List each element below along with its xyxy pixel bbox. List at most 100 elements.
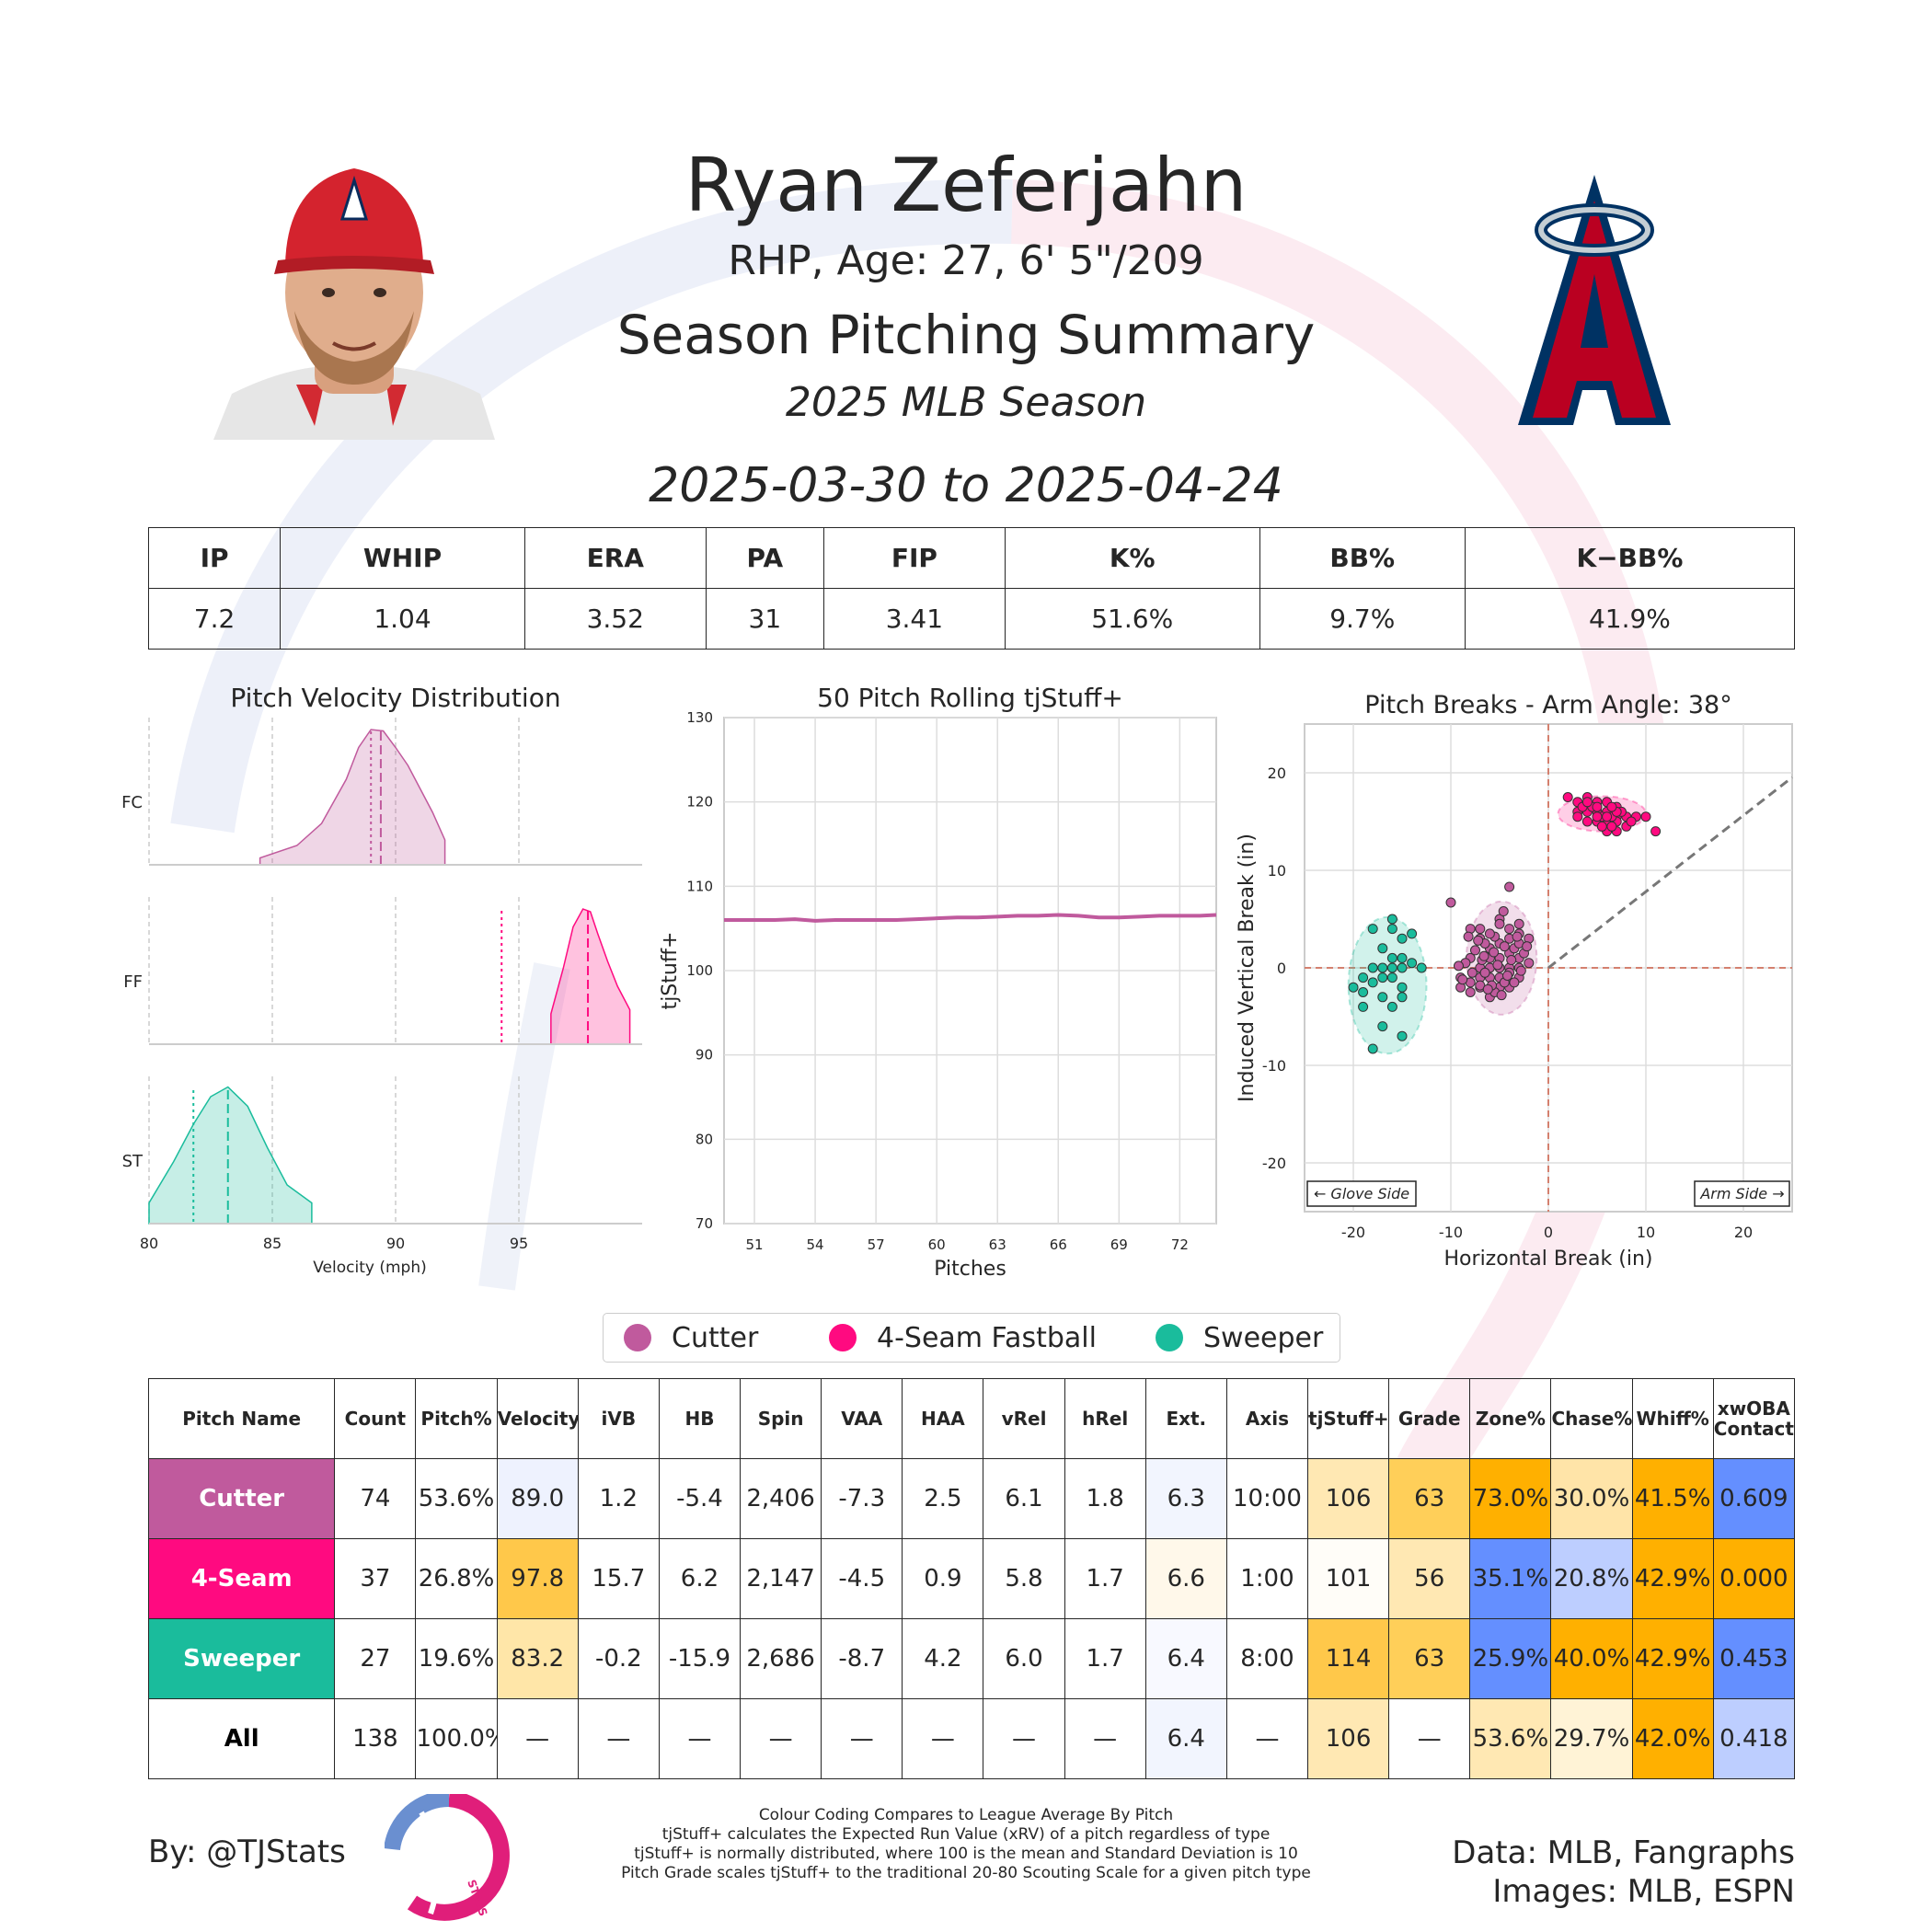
pitch-point xyxy=(1377,962,1388,973)
table-cell: -8.7 xyxy=(821,1618,903,1699)
table-row: Cutter 74 53.6% 89.0 1.2 -5.4 2,406 -7.3 2.5 6.1 1… xyxy=(147,1458,1796,1539)
y-tick-label: -10 xyxy=(1262,1057,1286,1075)
table-cell: 2,686 xyxy=(740,1618,822,1699)
table-cell: 41.5% xyxy=(1631,1458,1714,1539)
table-cell: 100.0% xyxy=(415,1698,498,1779)
chart-title: Pitch Velocity Distribution xyxy=(230,683,560,713)
pitch-point xyxy=(1640,811,1651,822)
tjstats-logo-icon: STATS xyxy=(385,1794,510,1921)
stat-value: 51.6% xyxy=(1004,588,1260,650)
legend-marker xyxy=(829,1324,857,1351)
table-cell: 19.6% xyxy=(415,1618,498,1699)
x-axis-label: Horizontal Break (in) xyxy=(1444,1248,1653,1271)
pitch-point xyxy=(1512,931,1523,942)
footer-note: tjStuff+ calculates the Expected Run Val… xyxy=(661,1825,1271,1844)
annotation-box xyxy=(1306,1180,1417,1207)
pitch-point xyxy=(1482,983,1493,995)
table-cell: — xyxy=(577,1698,660,1779)
column-header: Axis xyxy=(1225,1378,1309,1459)
x-tick-label: 95 xyxy=(510,1235,528,1252)
table-cell: -15.9 xyxy=(658,1618,742,1699)
legend-label: Sweeper xyxy=(1203,1321,1324,1354)
table-cell: — xyxy=(496,1698,579,1779)
table-cell: 25.9% xyxy=(1469,1618,1552,1699)
table-cell: 1.2 xyxy=(577,1458,660,1539)
x-tick-label: 85 xyxy=(263,1235,282,1252)
stat-header: WHIP xyxy=(280,527,525,589)
x-tick-label: 63 xyxy=(989,1236,1006,1253)
ellipse xyxy=(1347,915,1428,1055)
column-header: Count xyxy=(334,1378,417,1459)
annotation-box xyxy=(1694,1180,1790,1207)
series-label: FC xyxy=(121,793,143,812)
pitch-point xyxy=(1407,958,1418,969)
pitch-point xyxy=(1650,826,1662,837)
pitch-point xyxy=(1522,941,1533,952)
footer-note: tjStuff+ is normally distributed, where … xyxy=(634,1845,1298,1863)
y-tick-label: 80 xyxy=(696,1131,713,1147)
pitch-point xyxy=(1524,958,1535,969)
table-cell: 63 xyxy=(1388,1618,1471,1699)
column-header: tjStuff+ xyxy=(1307,1378,1390,1459)
x-tick-label: 80 xyxy=(140,1235,158,1252)
table-cell: -4.5 xyxy=(821,1538,903,1619)
table-cell: 4.2 xyxy=(902,1618,984,1699)
pitch-point xyxy=(1562,792,1573,802)
column-header: Pitch% xyxy=(415,1378,498,1459)
x-tick-label: 90 xyxy=(386,1235,405,1252)
table-cell: 0.418 xyxy=(1712,1698,1796,1779)
byline: By: @TJStats xyxy=(148,1834,346,1870)
y-tick-label: 10 xyxy=(1268,862,1286,880)
pitch-point xyxy=(1592,811,1603,822)
table-cell: 138 xyxy=(334,1698,417,1779)
pitch-point xyxy=(1475,924,1486,935)
y-tick-label: 90 xyxy=(696,1047,713,1064)
table-cell: 63 xyxy=(1388,1458,1471,1539)
pitch-point xyxy=(1606,801,1617,812)
x-tick-label: 57 xyxy=(868,1236,885,1253)
team-logo-icon xyxy=(1518,175,1671,425)
summary-title: Season Pitching Summary xyxy=(616,304,1316,366)
table-cell: — xyxy=(821,1698,903,1779)
pitch-point xyxy=(1504,924,1515,935)
table-cell: — xyxy=(658,1698,742,1779)
x-tick-label: 72 xyxy=(1171,1236,1189,1253)
x-tick-label: 10 xyxy=(1637,1224,1655,1241)
pitch-point xyxy=(1473,935,1484,946)
pitch-metrics-table: Pitch Name Count Pitch% Velocity iVB HB Spin VA… xyxy=(147,1378,1796,1779)
table-cell: — xyxy=(1064,1698,1146,1779)
table-cell: 42.9% xyxy=(1631,1618,1714,1699)
table-cell: 6.0 xyxy=(983,1618,1065,1699)
pitch-point xyxy=(1386,962,1397,973)
table-cell: 30.0% xyxy=(1550,1458,1633,1539)
column-header: Whiff% xyxy=(1631,1378,1714,1459)
legend-item-cutter: Cutter xyxy=(624,1314,758,1362)
pitch-point xyxy=(1367,962,1378,973)
table-cell: 74 xyxy=(334,1458,417,1539)
pitch-point xyxy=(1499,941,1510,952)
table-cell: 0.000 xyxy=(1712,1538,1796,1619)
y-tick-label: 0 xyxy=(1277,960,1286,977)
y-axis-label: tjStuff+ xyxy=(659,932,682,1010)
x-tick-label: 54 xyxy=(807,1236,824,1253)
table-cell: 2.5 xyxy=(902,1458,984,1539)
pitch-point xyxy=(1445,897,1456,908)
table-cell: 2,147 xyxy=(740,1538,822,1619)
series-label: ST xyxy=(122,1152,144,1171)
stat-header: BB% xyxy=(1259,527,1466,589)
table-cell: 53.6% xyxy=(1469,1698,1552,1779)
pitch-point xyxy=(1457,974,1468,985)
series-label: FF xyxy=(123,972,143,992)
annotation-glove-side: ← Glove Side xyxy=(1314,1185,1409,1202)
pitch-point xyxy=(1465,987,1476,997)
column-header: Zone% xyxy=(1469,1378,1552,1459)
table-cell: 40.0% xyxy=(1550,1618,1633,1699)
column-header: xwOBA Contact xyxy=(1712,1378,1796,1459)
pitch-point xyxy=(1592,801,1603,812)
table-cell: 6.6 xyxy=(1144,1538,1227,1619)
pitch-point xyxy=(1596,821,1607,832)
pitch-point xyxy=(1506,955,1517,966)
legend-marker xyxy=(1156,1324,1183,1351)
pitch-point xyxy=(1489,947,1500,958)
table-cell: -0.2 xyxy=(577,1618,660,1699)
